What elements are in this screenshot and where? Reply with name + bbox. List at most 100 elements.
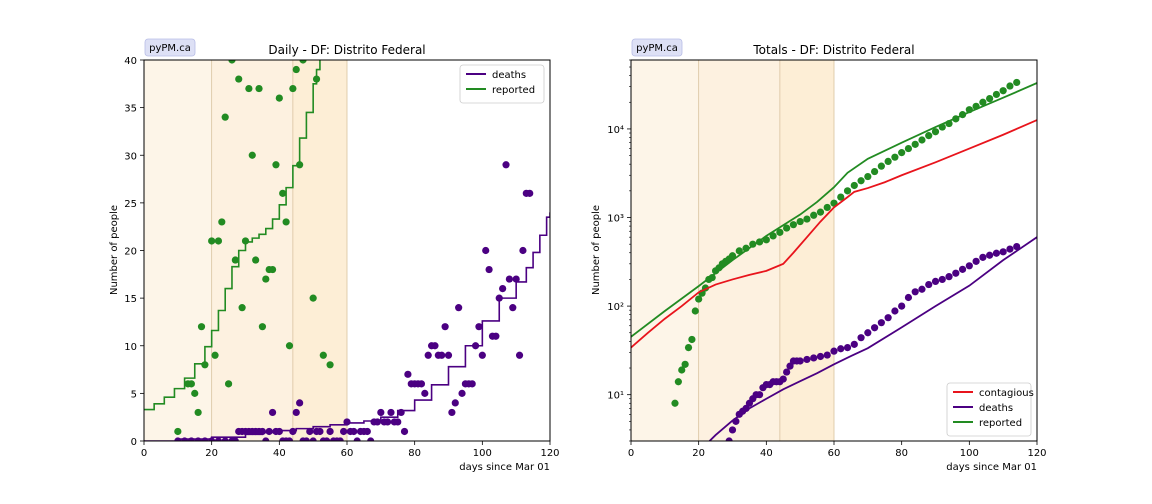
reported-observed-point (268, 265, 277, 274)
deaths-observed-point (803, 355, 811, 364)
reported-observed-point (891, 153, 899, 161)
reported-observed-point (904, 144, 913, 153)
deaths-observed-point (850, 340, 858, 348)
reported-observed-point (187, 380, 195, 388)
reported-observed-point (231, 256, 239, 264)
reported-observed-point (871, 167, 879, 176)
deaths-observed-point (350, 427, 358, 436)
deaths-observed-point (857, 334, 865, 342)
reported-observed-point (735, 247, 743, 255)
deaths-observed-point (979, 253, 987, 261)
reported-observed-point (789, 221, 797, 229)
deaths-observed-point (796, 357, 804, 365)
deaths-observed-point (938, 275, 946, 284)
deaths-observed-point (823, 351, 831, 359)
deaths-observed-point (373, 418, 382, 426)
deaths-observed-point (306, 427, 314, 436)
deaths-observed-point (918, 285, 926, 293)
deaths-observed-point (728, 426, 737, 434)
deaths-observed-point (458, 389, 466, 397)
reported-observed-point (681, 360, 689, 368)
legend: deaths reported (459, 64, 545, 104)
deaths-observed-point (214, 437, 223, 441)
reported-observed-point (796, 217, 804, 226)
deaths-observed-point (404, 370, 412, 378)
reported-observed-point (684, 344, 693, 352)
reported-observed-point (235, 75, 243, 83)
deaths-observed-point (499, 285, 507, 293)
deaths-observed-point (367, 437, 375, 441)
x-tick-label: 40 (273, 448, 286, 459)
deaths-observed-point (871, 324, 879, 332)
reported-observed-point (986, 94, 994, 103)
reported-observed-point (864, 172, 872, 181)
deaths-observed-point (343, 418, 351, 426)
reported-observed-point (688, 335, 696, 344)
deaths-observed-point (262, 437, 270, 441)
reported-observed-point (224, 380, 233, 388)
deaths-observed-point (519, 246, 527, 255)
reported-observed-point (174, 427, 182, 436)
deaths-observed-point (925, 280, 933, 289)
deaths-observed-point (904, 293, 913, 302)
reported-observed-point (218, 218, 226, 226)
x-tick-label: 80 (895, 448, 908, 459)
deaths-observed-point (877, 319, 885, 327)
daily-chart: 0 20 40 60 80 100 120 0 5 10 15 20 25 30 35 40 Daily -… (109, 38, 560, 473)
deaths-line (144, 212, 550, 441)
shaded-period-1 (631, 60, 699, 441)
shaded-period-3 (779, 60, 834, 441)
source-badge: pyPM.ca (144, 38, 196, 57)
deaths-observed-point (725, 437, 733, 441)
deaths-observed-point (830, 347, 838, 355)
reported-observed-point (201, 361, 209, 369)
deaths-observed-point (779, 375, 787, 383)
reported-observed-point (803, 215, 811, 223)
reported-observed-point (728, 252, 737, 260)
deaths-observed-point (444, 351, 453, 359)
y-tick-label: 35 (124, 104, 137, 115)
x-tick-label: 120 (540, 448, 559, 459)
totals-chart: 0 20 40 60 80 100 120 10¹ 10² 10³ 10⁴ Totals - DF… (591, 38, 1047, 473)
reported-observed-point (931, 128, 940, 136)
contagious-line (631, 119, 1037, 349)
deaths-observed-point (965, 262, 973, 270)
deaths-observed-point (316, 427, 324, 436)
reported-observed-point (299, 60, 307, 64)
deaths-observed-point (302, 437, 310, 441)
x-tick-label: 100 (960, 448, 979, 459)
deaths-observed-point (451, 399, 459, 407)
deaths-observed-point (898, 302, 906, 310)
deaths-observed-point (292, 408, 300, 417)
deaths-observed-point (911, 288, 919, 296)
reported-observed-point (850, 181, 858, 190)
reported-observed-point (241, 237, 250, 245)
deaths-observed-point (884, 314, 892, 322)
reported-observed-point (783, 224, 791, 232)
deaths-observed-point (417, 380, 426, 388)
deaths-observed-point (755, 391, 764, 399)
deaths-observed-point (363, 427, 371, 436)
deaths-observed-point (783, 368, 791, 376)
reported-observed-point (691, 307, 699, 315)
reported-observed-point (837, 193, 845, 201)
deaths-observed-point (843, 344, 852, 352)
reported-observed-point (285, 342, 294, 350)
deaths-observed-point (448, 408, 456, 417)
y-tick-label: 15 (124, 294, 137, 305)
reported-line (144, 60, 321, 411)
source-badge-text: pyPM.ca (636, 43, 678, 54)
x-tick-label: 60 (828, 448, 841, 459)
legend-label: deaths (979, 403, 1013, 414)
deaths-observed-point (945, 273, 953, 281)
deaths-observed-point (1013, 242, 1021, 251)
deaths-observed-point (931, 277, 940, 286)
deaths-observed-point (505, 275, 513, 283)
deaths-observed-point (509, 304, 517, 312)
deaths-observed-point (864, 329, 872, 337)
reported-observed-point (245, 84, 253, 93)
chart-title: Totals - DF: Distrito Federal (752, 43, 914, 57)
deaths-observed-point (952, 269, 960, 277)
reported-observed-point (289, 84, 297, 93)
